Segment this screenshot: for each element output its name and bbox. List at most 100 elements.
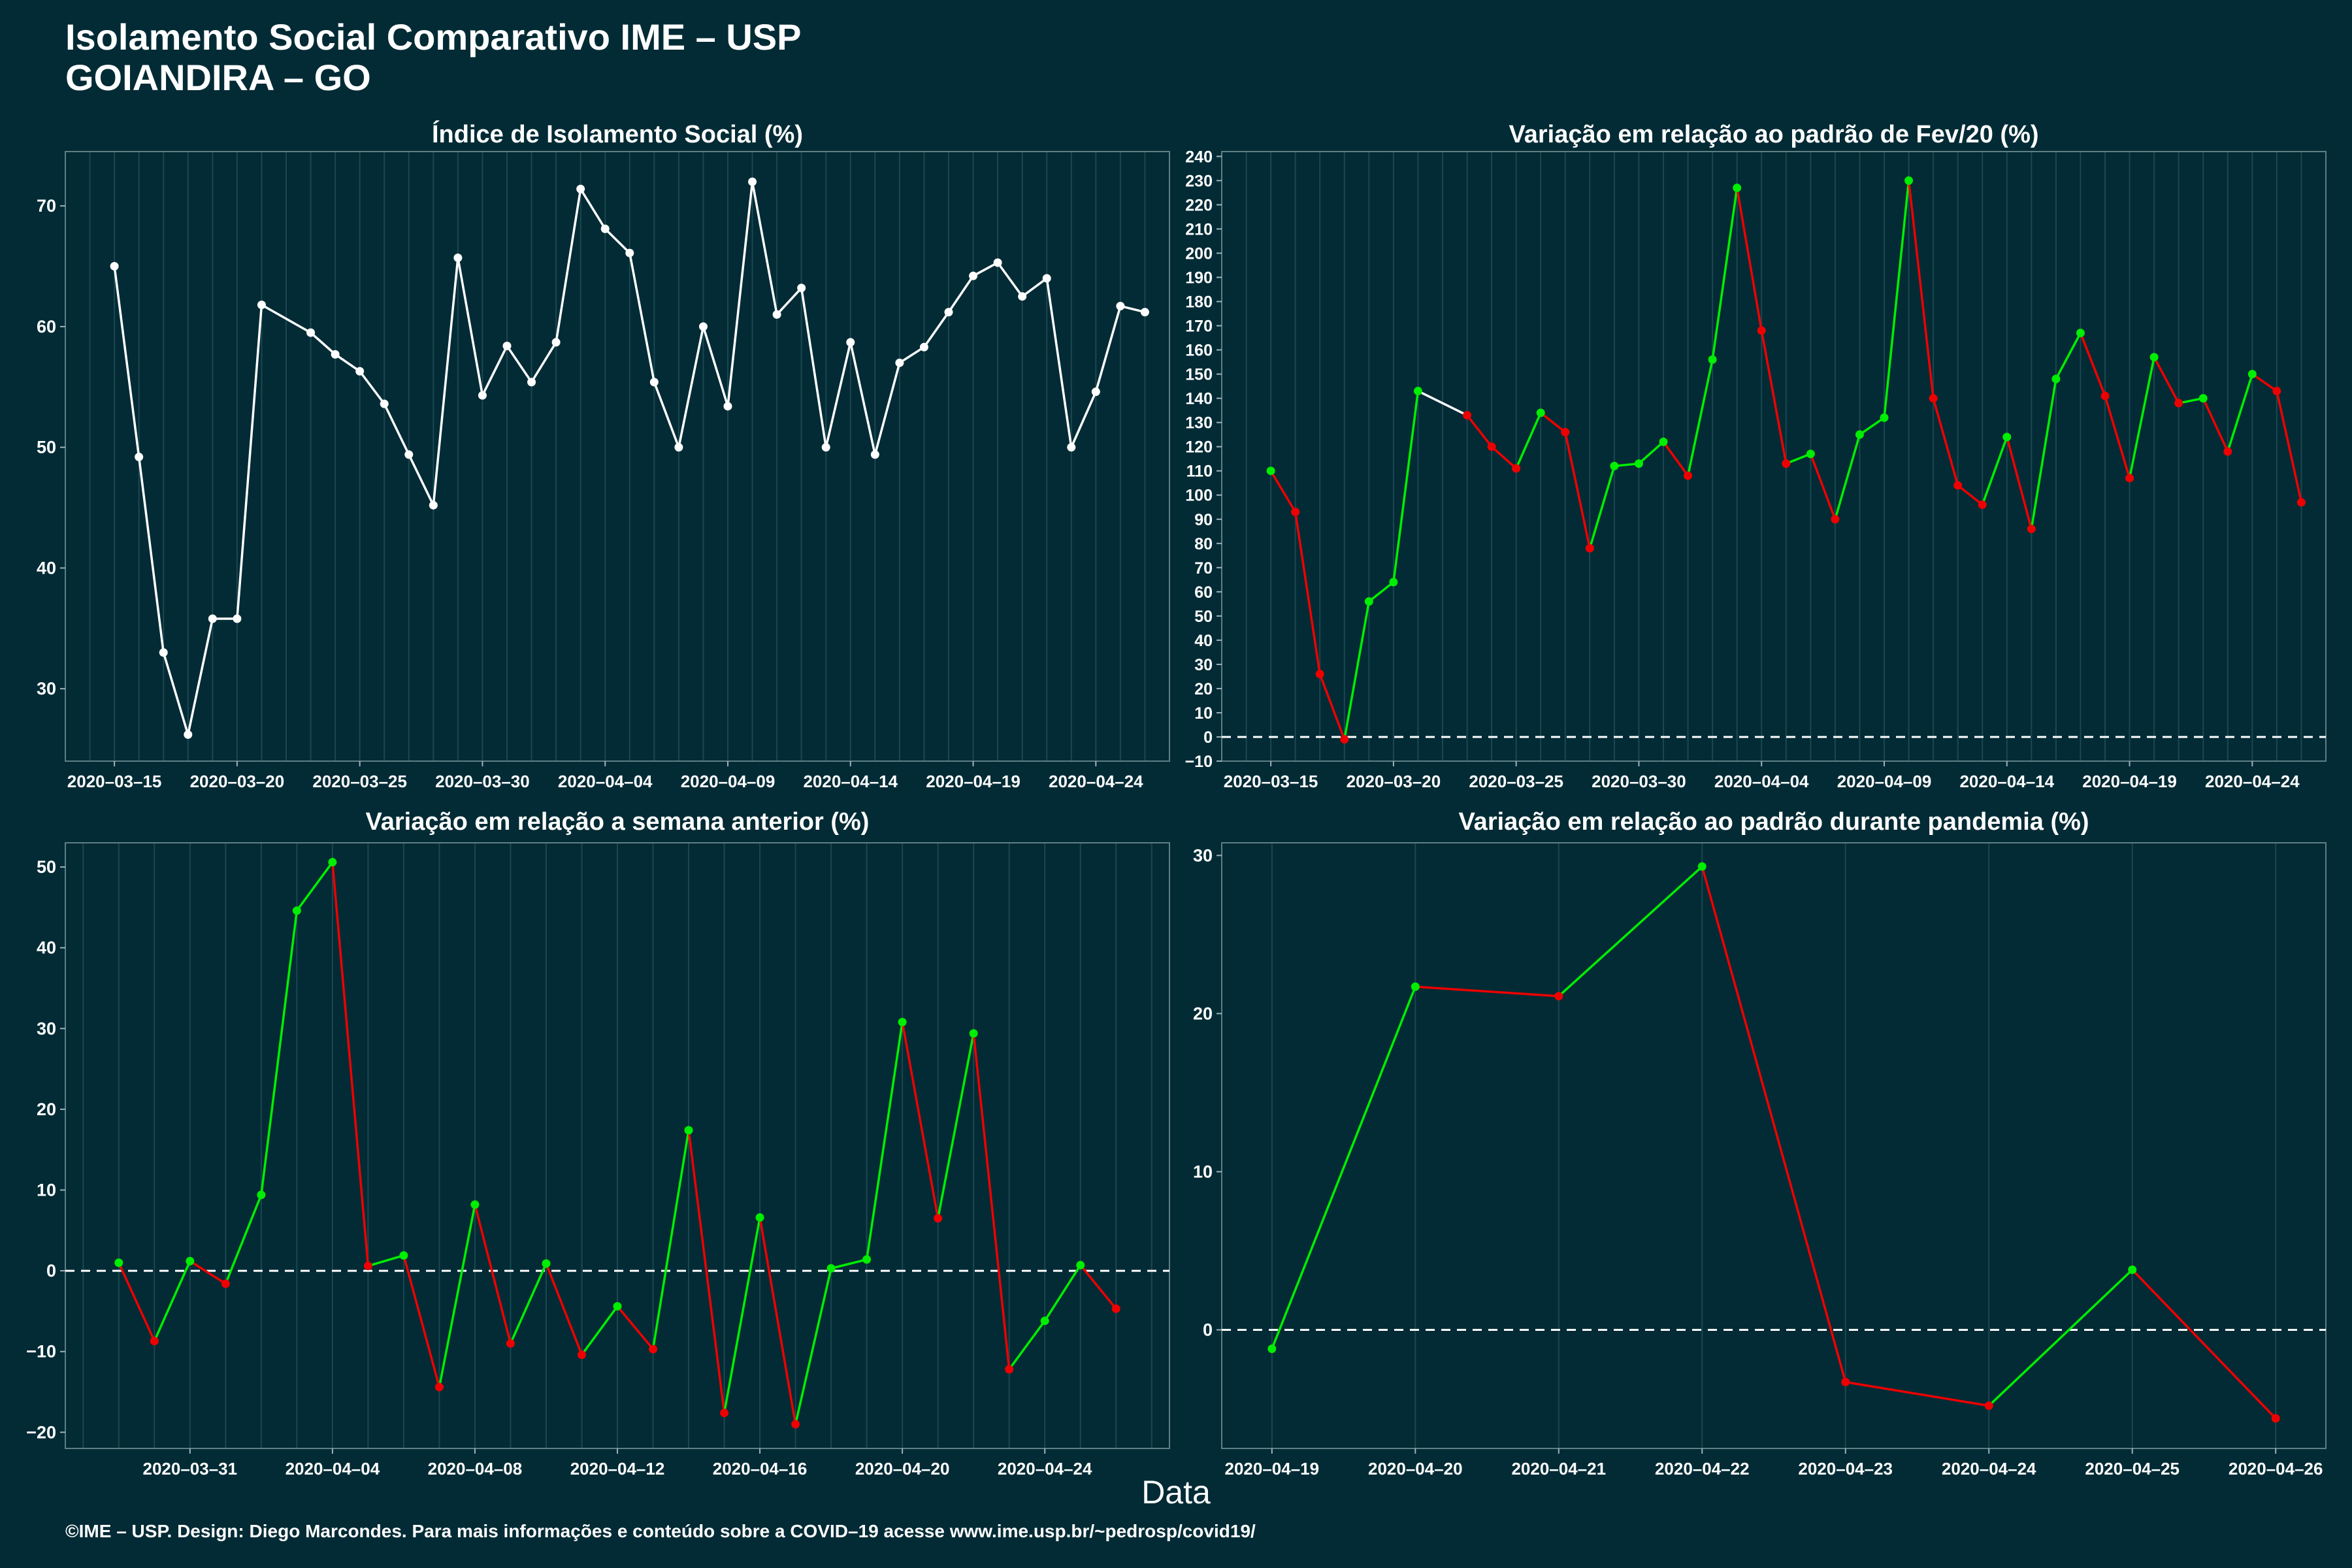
x-tick-label: 2020–04–23	[1798, 1459, 1893, 1478]
series-segment	[830, 1258, 868, 1270]
data-point	[1042, 274, 1051, 283]
x-tick-label: 2020–04–14	[803, 772, 898, 791]
series-segment	[1662, 440, 1690, 477]
series-segment	[545, 1262, 583, 1356]
y-tick-label: 70	[1194, 559, 1213, 578]
x-tick-label: 2020–04–24	[1049, 772, 1143, 791]
data-point	[399, 1251, 408, 1260]
series-segment	[408, 453, 435, 507]
series-segment	[1760, 329, 1788, 465]
series-segment	[402, 1254, 441, 1388]
series-segment	[1414, 985, 1560, 998]
series-segment	[678, 325, 705, 449]
data-point	[380, 399, 389, 408]
series-segment	[187, 617, 214, 736]
data-point	[898, 1017, 907, 1026]
data-point	[257, 1190, 266, 1200]
data-point	[1005, 1365, 1014, 1374]
x-tick-label: 2020–03–30	[435, 772, 530, 791]
data-point	[1708, 355, 1717, 364]
series-segment	[530, 341, 557, 384]
data-point	[2149, 353, 2159, 362]
y-tick-label: 10	[37, 1180, 56, 1200]
data-point	[2223, 447, 2232, 456]
data-point	[1978, 500, 1987, 510]
data-point	[919, 342, 928, 351]
data-point	[306, 328, 316, 337]
data-point	[969, 271, 978, 280]
y-tick-label: 30	[1193, 845, 1213, 865]
x-tick-label: 2020–04–21	[1511, 1459, 1606, 1478]
data-point	[328, 858, 337, 867]
data-point	[1855, 430, 1864, 439]
data-point	[1413, 387, 1422, 396]
data-point	[1040, 1316, 1049, 1326]
x-tick-label: 2020–04–24	[998, 1459, 1092, 1478]
series-segment	[189, 1260, 227, 1285]
series-segment	[224, 1194, 263, 1285]
series-segment	[1637, 440, 1665, 465]
data-point	[944, 308, 953, 317]
data-point	[1697, 862, 1707, 871]
data-point	[1140, 308, 1149, 317]
series-segment	[2079, 331, 2106, 397]
data-point	[2128, 1265, 2137, 1274]
series-segment	[651, 1129, 690, 1350]
data-point	[135, 452, 144, 461]
data-point	[110, 262, 119, 271]
data-point	[221, 1279, 230, 1288]
data-point	[1929, 394, 1938, 403]
series-segment	[331, 860, 370, 1267]
series-segment	[1981, 436, 2008, 506]
y-tick-label: 150	[1185, 366, 1213, 384]
series-segment	[1588, 465, 1616, 549]
x-tick-label: 2020–04–22	[1655, 1459, 1750, 1478]
data-point	[600, 224, 610, 233]
x-tick-label: 2020–04–24	[1942, 1459, 2036, 1478]
x-tick-label: 2020–03–30	[1592, 772, 1686, 791]
series-segment	[874, 361, 901, 456]
series-segment	[1785, 453, 1812, 465]
y-tick-label: 100	[1185, 487, 1213, 505]
data-point	[1554, 992, 1563, 1001]
y-tick-label: 30	[37, 1019, 56, 1038]
y-tick-label: 30	[1194, 656, 1213, 674]
series-segment	[474, 1203, 512, 1345]
data-point	[2247, 370, 2257, 379]
x-tick-label: 2020–04–16	[713, 1459, 808, 1478]
data-point	[1659, 437, 1668, 446]
y-tick-label: 190	[1185, 269, 1213, 287]
series-segment	[2153, 355, 2180, 404]
x-tick-label: 2020–03–15	[1224, 772, 1318, 791]
data-point	[748, 177, 757, 186]
series-segment	[1079, 1264, 1117, 1310]
series-segment	[555, 188, 582, 344]
data-point	[684, 1126, 693, 1135]
y-tick-label: 40	[37, 938, 56, 958]
series-segment	[1343, 600, 1371, 741]
series-segment	[457, 256, 484, 397]
data-point	[2002, 433, 2012, 442]
data-point	[1585, 544, 1594, 553]
data-point	[1841, 1377, 1850, 1386]
data-point	[1953, 481, 1963, 490]
series-segment	[1465, 414, 1493, 448]
data-point	[698, 322, 708, 331]
series-segment	[1539, 412, 1567, 434]
data-point	[2174, 399, 2183, 408]
data-point	[2125, 474, 2134, 483]
x-tick-label: 2020–04–12	[570, 1459, 665, 1478]
data-point	[184, 730, 193, 739]
data-point	[1610, 461, 1619, 470]
data-point	[576, 184, 585, 193]
data-point	[404, 450, 414, 459]
y-tick-label: 120	[1185, 438, 1213, 457]
series-segment	[1269, 469, 1297, 514]
data-point	[2076, 329, 2085, 338]
data-point	[502, 341, 512, 350]
data-point	[186, 1256, 195, 1266]
data-point	[969, 1029, 978, 1038]
series-segment	[1021, 277, 1048, 298]
chart-panel-1: Índice de Isolamento Social (%) 30 40 50 60 7…	[37, 120, 1170, 791]
series-segment	[1858, 416, 1886, 436]
